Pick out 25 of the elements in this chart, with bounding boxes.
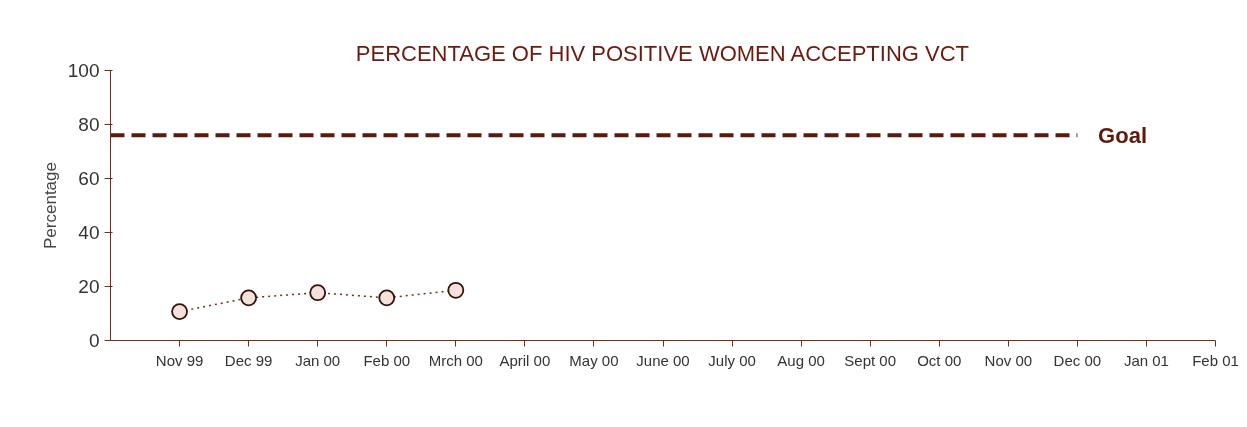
x-tick-label: June 00	[636, 351, 690, 369]
x-tick-label: Feb 01	[1192, 351, 1239, 369]
x-tick-label: Nov 00	[984, 351, 1033, 369]
x-tick-label: Feb 00	[363, 351, 411, 369]
x-tick-label: Oct 00	[917, 351, 962, 369]
x-tick-label: April 00	[499, 351, 551, 369]
x-tick-label: July 00	[708, 351, 756, 369]
y-tick-label: 0	[88, 330, 100, 351]
chart-title: PERCENTAGE OF HIV POSITIVE WOMEN ACCEPTING VCT	[355, 40, 969, 66]
x-tick-label: Aug 00	[777, 351, 825, 369]
x-tick-label: Dec 99	[224, 351, 273, 369]
y-tick-label: 80	[78, 114, 100, 135]
x-tick-label: Nov 99	[155, 351, 204, 369]
y-tick-label: 100	[67, 60, 100, 81]
x-tick-label: Jan 00	[295, 351, 341, 369]
ref-line-label: Goal	[1098, 122, 1147, 148]
x-tick-label: Mrch 00	[428, 351, 483, 369]
x-tick-label: Jan 01	[1123, 351, 1169, 369]
x-tick-label: May 00	[569, 351, 619, 369]
y-tick-label: 40	[78, 222, 100, 243]
y-tick-label: 20	[78, 276, 100, 297]
y-tick-label: 60	[78, 168, 100, 189]
y-axis-title: Percentage	[40, 162, 60, 249]
x-tick-label: Sept 00	[844, 351, 897, 369]
x-tick-label: Dec 00	[1053, 351, 1102, 369]
